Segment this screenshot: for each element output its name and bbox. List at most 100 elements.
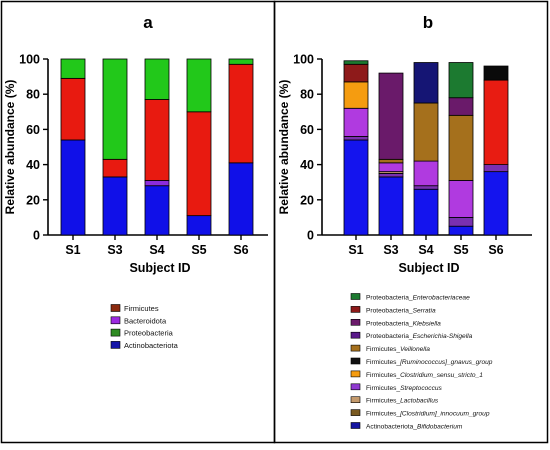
y-tick-label: 0	[307, 229, 314, 243]
bar-segment	[448, 97, 474, 116]
bar-segment	[228, 63, 254, 164]
legend-label: Proteobacteria_Escherichia-Shigella	[366, 333, 473, 340]
y-tick-label: 100	[293, 53, 314, 67]
legend-swatch	[350, 383, 361, 391]
bar-segment	[448, 180, 474, 218]
bar-segment	[343, 60, 369, 65]
bar-segment	[186, 58, 212, 113]
legend-label: Proteobacteria_Enterobacteriaceae	[366, 295, 470, 302]
y-axis-label: Relative abundance (%)	[277, 80, 291, 215]
legend-label: Actinobacteriota_Bifidobacterium	[366, 424, 463, 431]
legend-swatch	[110, 316, 121, 325]
x-tick-label: S5	[453, 243, 468, 257]
legend-swatch	[350, 306, 361, 313]
bar-segment	[378, 176, 404, 236]
bar-segment	[378, 162, 404, 173]
y-axis-label: Relative abundance (%)	[3, 80, 17, 215]
legend-label: Firmicutes_Streptococcus	[366, 385, 443, 392]
panel-b-border	[273, 0, 549, 444]
y-tick-label: 80	[300, 88, 314, 102]
legend-label: Proteobacteria	[124, 329, 174, 338]
y-tick-label: 20	[26, 193, 40, 207]
bar-segment	[413, 185, 439, 190]
bar-segment	[144, 99, 170, 181]
bar-segment	[144, 185, 170, 236]
bar-segment	[378, 72, 404, 160]
x-axis-label: Subject ID	[129, 261, 190, 275]
y-tick-label: 40	[26, 158, 40, 172]
bar-segment	[483, 164, 509, 173]
bar-segment	[60, 77, 86, 141]
legend-label: Actinobacteriota	[124, 341, 179, 350]
bar-segment	[60, 58, 86, 79]
legend-label: Firmicutes_Veillonella	[366, 346, 430, 353]
legend-swatch	[350, 318, 361, 326]
y-tick-label: 80	[26, 88, 40, 102]
bar-segment	[448, 216, 474, 227]
bar-segment	[102, 158, 128, 178]
legend-swatch	[350, 396, 361, 404]
legend-swatch	[350, 344, 361, 352]
legend-label: Firmicutes	[124, 304, 159, 313]
bar-segment	[144, 180, 170, 187]
legend-swatch	[350, 409, 361, 416]
y-tick-label: 60	[300, 123, 314, 137]
legend-label: Firmicutes_Lactobacillus	[366, 398, 439, 405]
y-tick-label: 60	[26, 123, 40, 137]
bar-segment	[483, 171, 509, 236]
bar-segment	[483, 65, 509, 81]
bar-segment	[186, 111, 212, 217]
bar-segment	[448, 62, 474, 99]
bar-segment	[413, 188, 439, 236]
x-tick-label: S4	[418, 243, 433, 257]
bar-segment	[448, 114, 474, 181]
legend-label: Firmicutes_[Clostridium]_innocuum_group	[366, 411, 490, 418]
bar-segment	[378, 158, 404, 164]
y-tick-label: 0	[33, 229, 40, 243]
bar-segment	[343, 63, 369, 83]
bar-segment	[60, 139, 86, 236]
bar-segment	[102, 58, 128, 160]
legend-swatch	[110, 304, 121, 312]
bar-segment	[343, 136, 369, 141]
x-tick-label: S3	[107, 243, 122, 257]
x-tick-label: S6	[488, 243, 503, 257]
bar-segment	[343, 139, 369, 236]
bar-segment	[186, 215, 212, 236]
y-tick-label: 100	[19, 53, 40, 67]
panel-label: a	[143, 13, 153, 32]
bar-segment	[413, 102, 439, 162]
bar-segment	[102, 176, 128, 236]
x-tick-label: S4	[149, 243, 164, 257]
x-axis-label: Subject ID	[398, 261, 459, 275]
x-tick-label: S5	[191, 243, 206, 257]
x-tick-label: S1	[348, 243, 363, 257]
bar-segment	[413, 62, 439, 104]
x-tick-label: S6	[233, 243, 248, 257]
legend-label: Proteobacteria_Klebsiella	[366, 320, 441, 327]
y-tick-label: 40	[300, 158, 314, 172]
x-tick-label: S3	[383, 243, 398, 257]
legend-label: Firmicutes_Clostridium_sensu_stricto_1	[366, 372, 483, 379]
bar-segment	[378, 172, 404, 178]
legend-swatch	[350, 331, 361, 339]
bar-segment	[483, 79, 509, 166]
bar-segment	[228, 58, 254, 65]
legend-swatch	[350, 293, 361, 300]
legend-swatch	[350, 370, 361, 378]
legend-label: Bacteroidota	[124, 316, 167, 325]
legend-swatch	[110, 341, 121, 349]
legend-swatch	[350, 357, 361, 365]
legend-label: Firmicutes_[Ruminococcus]_gnavus_group	[366, 359, 493, 366]
bar-segment	[144, 58, 170, 100]
legend-swatch	[110, 328, 121, 337]
legend-swatch	[350, 422, 361, 429]
bar-segment	[343, 81, 369, 109]
bar-segment	[343, 107, 369, 137]
bar-segment	[413, 160, 439, 187]
bar-segment	[228, 162, 254, 236]
bar-segment	[448, 225, 474, 236]
